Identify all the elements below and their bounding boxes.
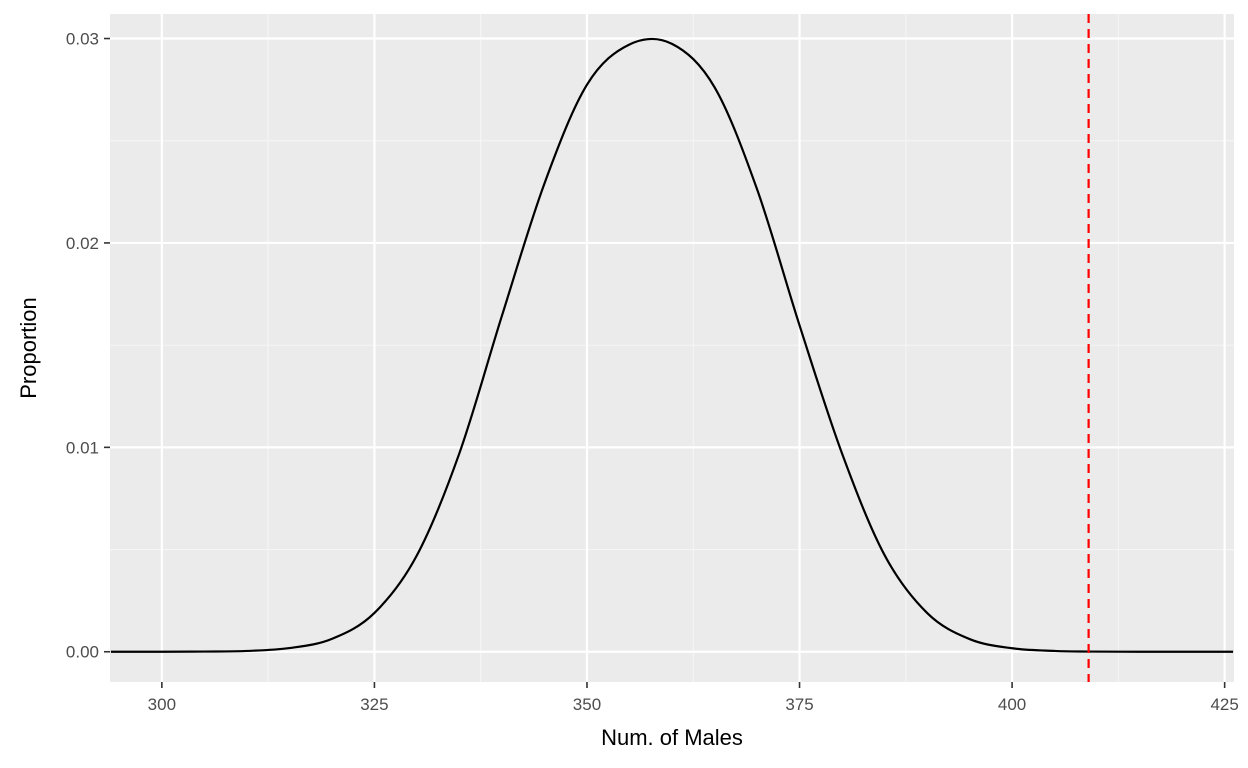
y-tick-label: 0.01 xyxy=(66,438,99,457)
x-tick-label: 425 xyxy=(1210,695,1238,714)
plot-panel xyxy=(110,14,1234,682)
x-tick-label: 350 xyxy=(573,695,601,714)
x-tick-label: 400 xyxy=(998,695,1026,714)
y-axis-title: Proportion xyxy=(16,297,41,399)
y-tick-label: 0.02 xyxy=(66,234,99,253)
x-axis-title: Num. of Males xyxy=(601,725,743,750)
y-axis-ticks: 0.00 0.01 0.02 0.03 xyxy=(66,30,110,662)
density-curve xyxy=(110,37,1234,653)
grid-minor xyxy=(110,14,1234,682)
y-tick-label: 0.03 xyxy=(66,30,99,49)
x-tick-label: 375 xyxy=(785,695,813,714)
x-tick-label: 325 xyxy=(360,695,388,714)
grid-major xyxy=(110,14,1234,682)
x-tick-label: 300 xyxy=(148,695,176,714)
x-axis-ticks: 300 325 350 375 400 425 xyxy=(148,682,1239,714)
y-tick-label: 0.00 xyxy=(66,643,99,662)
